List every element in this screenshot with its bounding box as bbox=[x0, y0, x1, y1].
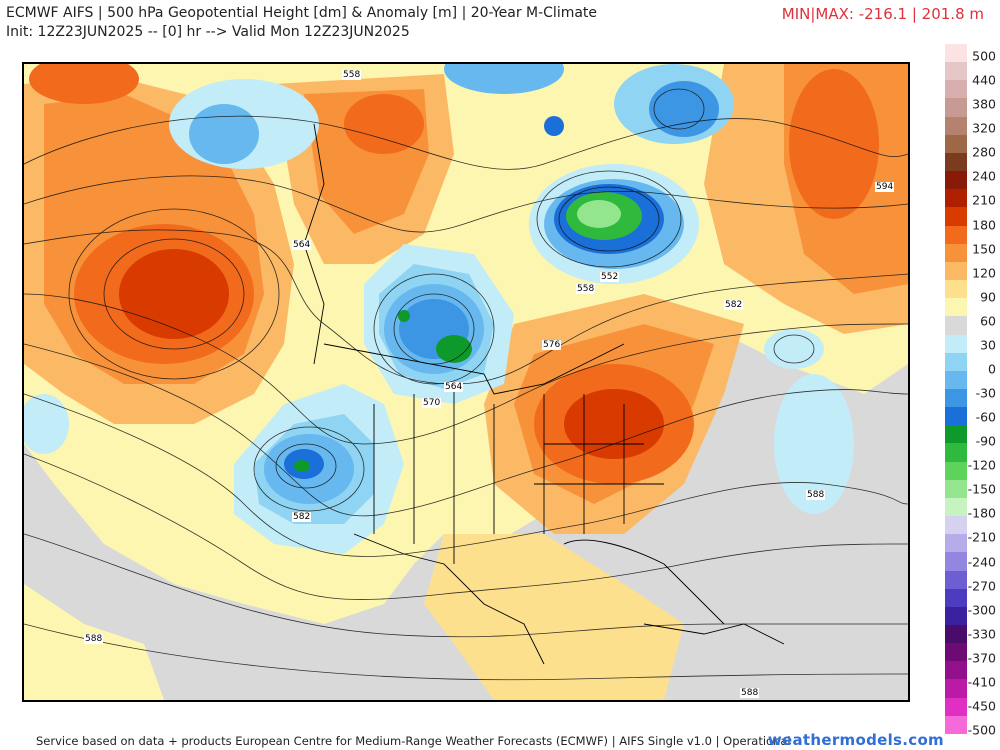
colorbar-swatch bbox=[945, 171, 967, 190]
colorbar-tick-label: 120 bbox=[972, 265, 996, 281]
contour-label: 564 bbox=[292, 240, 312, 250]
colorbar-swatch bbox=[945, 570, 967, 589]
colorbar-swatch bbox=[945, 552, 967, 571]
colorbar-tick-label: -300 bbox=[967, 602, 996, 618]
colorbar-swatch bbox=[945, 679, 967, 698]
title-line-1: ECMWF AIFS | 500 hPa Geopotential Height… bbox=[6, 5, 598, 21]
colorbar-swatch bbox=[945, 479, 967, 498]
colorbar-swatch bbox=[945, 497, 967, 517]
colorbar-swatch bbox=[945, 225, 967, 244]
contour-label: 576 bbox=[542, 340, 562, 350]
colorbar-swatch bbox=[945, 334, 967, 353]
colorbar-swatch bbox=[945, 261, 967, 281]
colorbar-swatch bbox=[945, 352, 967, 371]
colorbar-tick-label: -330 bbox=[967, 626, 996, 642]
colorbar-tick-label: 90 bbox=[980, 289, 996, 305]
colorbar-swatch bbox=[945, 625, 967, 644]
colorbar-swatch bbox=[945, 44, 967, 63]
colorbar-swatch bbox=[945, 461, 967, 480]
colorbar-tick-label: -90 bbox=[975, 433, 996, 449]
colorbar-tick-label: -270 bbox=[967, 578, 996, 594]
colorbar-swatch bbox=[945, 316, 967, 335]
colorbar-tick-label: -180 bbox=[967, 505, 996, 521]
colorbar-tick-label: -60 bbox=[975, 409, 996, 425]
colorbar-swatch bbox=[945, 152, 967, 172]
colorbar-swatch bbox=[945, 134, 967, 153]
contour-label: 588 bbox=[84, 634, 104, 644]
contour-label: 564 bbox=[444, 382, 464, 392]
colorbar-tick-label: 180 bbox=[972, 217, 996, 232]
contour-label: 558 bbox=[342, 70, 362, 80]
contour-label: 570 bbox=[422, 398, 442, 408]
site-link[interactable]: weathermodels.com bbox=[767, 731, 944, 749]
contour-label: 558 bbox=[576, 284, 596, 294]
colorbar-swatch bbox=[945, 80, 967, 99]
colorbar-swatch bbox=[945, 370, 967, 389]
colorbar-swatch bbox=[945, 697, 967, 716]
colorbar-tick-label: 440 bbox=[972, 72, 996, 88]
colorbar-tick-label: 320 bbox=[972, 120, 996, 136]
colorbar-swatch bbox=[945, 407, 967, 426]
colorbar-tick-label: -410 bbox=[967, 674, 996, 690]
colorbar-swatch bbox=[945, 534, 967, 553]
colorbar-tick-label: -150 bbox=[967, 481, 996, 497]
colorbar-swatch bbox=[945, 207, 967, 226]
colorbar-swatch bbox=[945, 280, 967, 299]
colorbar-tick-label: 0 bbox=[988, 361, 996, 377]
colorbar-tick-label: 380 bbox=[972, 96, 996, 112]
colorbar-tick-label: 500 bbox=[972, 48, 996, 64]
contour-label: 552 bbox=[600, 272, 620, 282]
colorbar-tick-label: 150 bbox=[972, 241, 996, 257]
colorbar-tick-label: 30 bbox=[980, 337, 996, 353]
colorbar-swatch bbox=[945, 62, 967, 81]
contour-label: 582 bbox=[292, 512, 312, 522]
colorbar-swatch bbox=[945, 189, 967, 208]
colorbar-tick-label: -240 bbox=[967, 554, 996, 569]
colorbar-tick-label: 280 bbox=[972, 144, 996, 160]
forecast-map[interactable]: 558 594 564 552 558 582 576 564 570 582 … bbox=[22, 62, 910, 702]
colorbar-tick-label: -450 bbox=[967, 698, 996, 714]
colorbar-swatch bbox=[945, 516, 967, 535]
colorbar-tick-label: -120 bbox=[967, 457, 996, 473]
colorbar-tick-label: 240 bbox=[972, 168, 996, 184]
colorbar-swatch bbox=[945, 443, 967, 462]
colorbar-tick-label: 210 bbox=[972, 192, 996, 208]
colorbar-tick-label: -500 bbox=[967, 722, 996, 738]
map-canvas bbox=[24, 64, 908, 700]
contour-label: 594 bbox=[875, 182, 895, 192]
title-line-2: Init: 12Z23JUN2025 -- [0] hr --> Valid M… bbox=[6, 24, 410, 40]
colorbar-swatch bbox=[945, 643, 967, 662]
colorbar-swatch bbox=[945, 715, 967, 734]
map-title: ECMWF AIFS | 500 hPa Geopotential Height… bbox=[6, 4, 597, 42]
colorbar-swatch bbox=[945, 388, 967, 408]
colorbar-swatch bbox=[945, 661, 967, 680]
colorbar-tick-label: 60 bbox=[980, 313, 996, 329]
anomaly-colorbar bbox=[945, 44, 967, 734]
colorbar-swatch bbox=[945, 298, 967, 317]
colorbar-swatch bbox=[945, 588, 967, 607]
contour-label: 582 bbox=[724, 300, 744, 310]
footer-attribution: Service based on data + products Europea… bbox=[36, 734, 791, 748]
colorbar-swatch bbox=[945, 98, 967, 117]
colorbar-tick-label: -210 bbox=[967, 529, 996, 545]
colorbar-swatch bbox=[945, 425, 967, 444]
colorbar-tick-label: -30 bbox=[975, 385, 996, 401]
colorbar-tick-label: -370 bbox=[967, 650, 996, 666]
contour-label: 588 bbox=[806, 490, 826, 500]
colorbar-swatch bbox=[945, 606, 967, 625]
colorbar-swatch bbox=[945, 243, 967, 262]
min-max-readout: MIN|MAX: -216.1 | 201.8 m bbox=[781, 5, 984, 23]
contour-label: 588 bbox=[740, 688, 760, 698]
colorbar-swatch bbox=[945, 116, 967, 135]
